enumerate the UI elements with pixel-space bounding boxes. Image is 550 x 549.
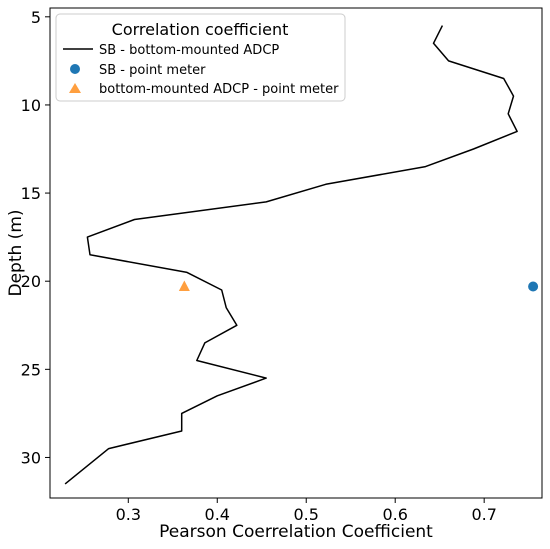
legend: Correlation coefficient SB - bottom-moun… <box>55 13 346 102</box>
series-layer <box>64 25 539 485</box>
x-tick-label: 0.6 <box>382 505 407 524</box>
x-tick-label: 0.3 <box>116 505 141 524</box>
y-tick-label: 30 <box>21 448 41 467</box>
legend-entry-sb-adcp: SB - bottom-mounted ADCP <box>99 43 279 58</box>
legend-circle-icon <box>70 64 80 74</box>
x-axis-ticks: 0.3 0.4 0.5 0.6 0.7 <box>116 498 497 524</box>
x-tick-label: 0.4 <box>205 505 230 524</box>
x-tick-label: 0.7 <box>471 505 496 524</box>
legend-triangle-icon <box>69 83 81 93</box>
y-tick-label: 20 <box>21 272 41 291</box>
legend-entry-sb-point: SB - point meter <box>99 63 206 78</box>
point-sb-point-meter <box>528 281 539 292</box>
x-axis-label: Pearson Coerrelation Coefficient <box>159 522 433 542</box>
plot-frame <box>49 7 543 499</box>
y-tick-label: 5 <box>31 8 41 27</box>
y-axis-label: Depth (m) <box>6 209 26 296</box>
legend-entry-adcp-point: bottom-mounted ADCP - point meter <box>99 82 339 97</box>
legend-title: Correlation coefficient <box>112 20 289 39</box>
y-tick-label: 10 <box>21 96 41 115</box>
series-line-sb-adcp <box>64 25 518 485</box>
y-tick-label: 25 <box>21 360 41 379</box>
y-axis-ticks: 5 10 15 20 25 30 <box>21 8 50 467</box>
point-adcp-point-meter <box>178 280 190 291</box>
legend-box <box>55 13 346 102</box>
x-tick-label: 0.5 <box>294 505 319 524</box>
y-tick-label: 15 <box>21 184 41 203</box>
